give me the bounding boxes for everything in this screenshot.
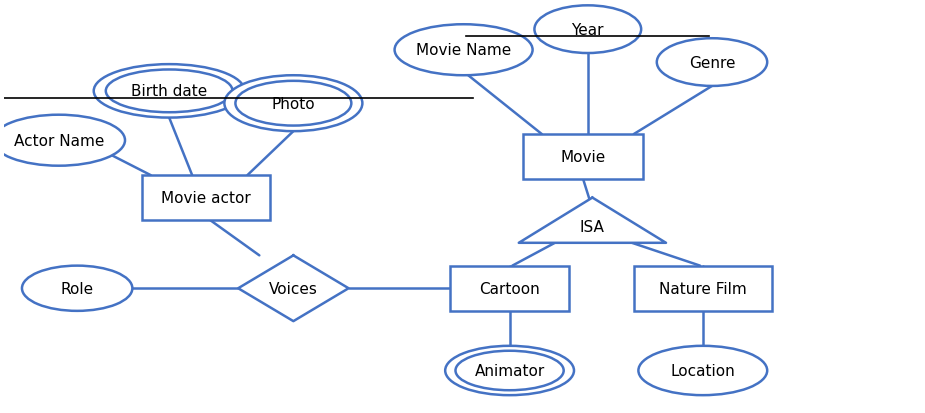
Ellipse shape: [225, 76, 363, 132]
Bar: [142, 176, 270, 221]
Ellipse shape: [395, 25, 533, 76]
Ellipse shape: [236, 82, 352, 126]
Text: Actor Name: Actor Name: [14, 133, 104, 148]
Text: Voices: Voices: [269, 281, 318, 296]
Text: ISA: ISA: [580, 220, 605, 235]
Ellipse shape: [93, 65, 244, 118]
Text: Location: Location: [671, 363, 735, 378]
Text: Movie: Movie: [561, 150, 606, 165]
Text: Nature Film: Nature Film: [659, 281, 746, 296]
Bar: [524, 135, 643, 180]
Text: Photo: Photo: [272, 97, 315, 112]
Bar: [450, 266, 570, 311]
Text: Year: Year: [572, 23, 604, 38]
Ellipse shape: [0, 115, 125, 166]
Text: Role: Role: [61, 281, 93, 296]
Ellipse shape: [445, 346, 574, 395]
Ellipse shape: [638, 346, 767, 395]
Text: Cartoon: Cartoon: [479, 281, 540, 296]
Ellipse shape: [105, 70, 232, 113]
Ellipse shape: [535, 6, 641, 54]
Ellipse shape: [455, 351, 563, 390]
Text: Genre: Genre: [689, 55, 735, 70]
Text: Animator: Animator: [475, 363, 545, 378]
Ellipse shape: [22, 266, 132, 311]
Polygon shape: [238, 256, 349, 321]
Text: Birth date: Birth date: [131, 84, 207, 99]
Polygon shape: [519, 198, 666, 243]
Text: Movie Name: Movie Name: [416, 43, 512, 58]
Ellipse shape: [657, 39, 767, 87]
Bar: [634, 266, 771, 311]
Text: Movie actor: Movie actor: [161, 191, 251, 206]
